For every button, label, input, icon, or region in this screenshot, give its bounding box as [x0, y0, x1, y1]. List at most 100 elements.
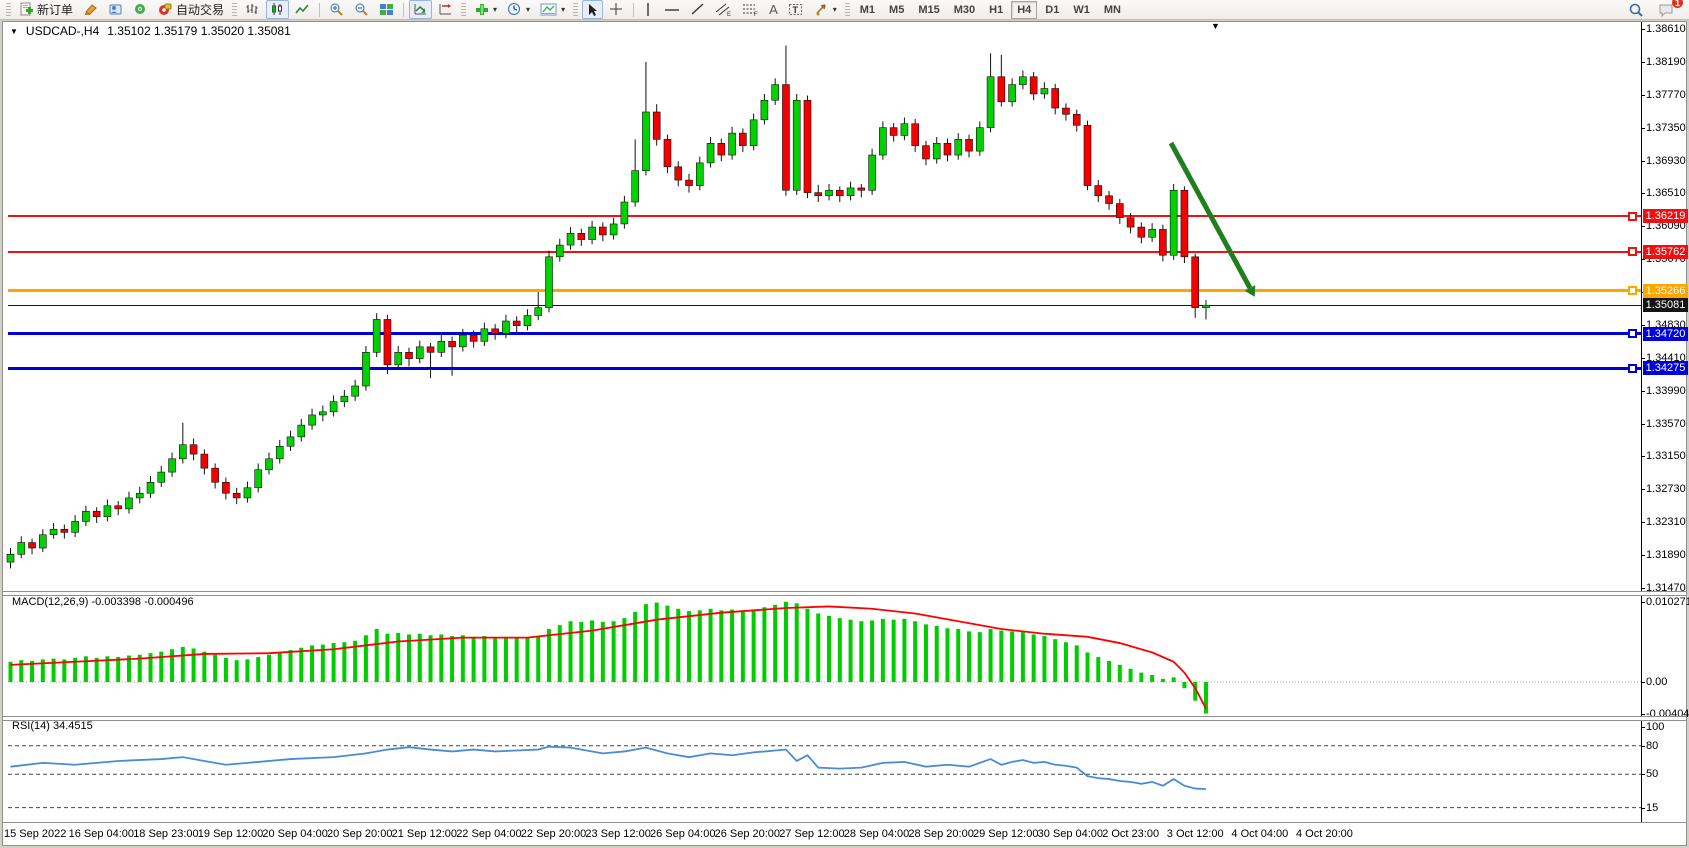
time-axis-label: 21 Sep 12:00 [391, 828, 458, 840]
line-handle[interactable] [1628, 329, 1637, 339]
timeframe-d1-button[interactable]: D1 [1045, 3, 1060, 16]
horizontal-level-line[interactable] [8, 289, 1641, 293]
auto-scroll-button[interactable] [409, 0, 433, 19]
toolbar-grip[interactable] [844, 2, 850, 17]
line-chart-icon [295, 4, 309, 14]
periods-button[interactable]: ▾ [503, 0, 534, 19]
price-axis-tick-label: 1.33990 [1646, 384, 1686, 397]
macd-axis-tick [1641, 682, 1645, 683]
zoom-in-button[interactable] [325, 0, 348, 19]
equidistant-channel-tool-button[interactable]: E [711, 0, 736, 19]
trendline-tool-button[interactable] [686, 0, 709, 19]
candlestick-chart-button[interactable] [266, 0, 290, 19]
price-axis-tick-label: 1.36930 [1646, 154, 1686, 167]
horizontal-level-line[interactable] [8, 332, 1641, 336]
horizontal-line-icon [665, 9, 680, 11]
autotrading-button[interactable]: 自动交易 [154, 0, 228, 19]
equidistant-channel-icon: E [715, 3, 731, 17]
styles-button[interactable] [79, 0, 102, 19]
cursor-tool-button[interactable] [582, 0, 604, 19]
macd-indicator-label: MACD(12,26,9) -0.003398 -0.000496 [12, 596, 194, 608]
news-button[interactable] [129, 0, 152, 19]
timeframe-h4-button[interactable]: H4 [1011, 0, 1038, 19]
line-chart-button[interactable] [291, 0, 314, 19]
timeframe-m1-button[interactable]: M1 [859, 3, 876, 16]
toolbar-grip[interactable] [573, 2, 579, 17]
bar-chart-button[interactable] [241, 0, 264, 19]
vertical-line-tool-button[interactable] [639, 0, 658, 19]
line-handle[interactable] [1628, 363, 1637, 373]
rsi-axis-label: 100 [1646, 720, 1665, 733]
horizontal-level-line[interactable] [8, 250, 1641, 253]
price-axis-tick-label: 1.38610 [1646, 23, 1686, 35]
chevron-down-icon: ▼ [10, 26, 18, 36]
new-order-button[interactable]: 新订单 [15, 0, 77, 19]
tile-windows-button[interactable] [375, 0, 398, 19]
macd-axis-label: 0.010271 [1646, 595, 1689, 608]
vertical-line-icon [647, 3, 649, 16]
brush-icon [85, 4, 97, 15]
price-axis-tick-label: 1.38190 [1646, 55, 1686, 68]
horizontal-level-line[interactable] [8, 366, 1641, 370]
price-axis-tick [1641, 94, 1645, 96]
chart-shift-button[interactable] [434, 0, 457, 19]
templates-button[interactable]: ▾ [536, 0, 569, 19]
horizontal-level-line[interactable] [8, 215, 1641, 218]
text-label-tool-button[interactable]: T [784, 0, 808, 19]
timeframe-w1-button[interactable]: W1 [1073, 3, 1090, 16]
timeframe-h1-button[interactable]: H1 [989, 3, 1004, 16]
toolbar-grip[interactable] [232, 2, 238, 17]
timeframe-m30-button[interactable]: M30 [953, 3, 976, 16]
line-handle[interactable] [1628, 286, 1637, 296]
chevron-down-icon: ▾ [526, 5, 531, 14]
price-axis-tick [1641, 29, 1645, 30]
rsi-panel-separator[interactable] [3, 716, 1686, 721]
line-handle[interactable] [1628, 211, 1637, 221]
arrows-tool-button[interactable]: ▾ [810, 0, 841, 19]
time-axis-label: 2 Oct 23:00 [1102, 828, 1160, 840]
chart-shift-icon [439, 4, 452, 15]
price-axis-tick [1641, 423, 1645, 425]
notifications-button[interactable]: 1 [1654, 0, 1683, 19]
toolbar-grip[interactable] [461, 2, 467, 17]
timeframe-m15-button[interactable]: M15 [918, 3, 940, 16]
price-axis-tick-label: 1.31470 [1646, 581, 1686, 594]
zoom-out-button[interactable] [350, 0, 373, 19]
indicators-icon [476, 4, 489, 15]
chevron-down-icon: ▾ [493, 5, 498, 14]
time-axis-label: 19 Sep 12:00 [197, 828, 264, 840]
cursor-icon [589, 3, 598, 16]
time-axis-label: 20 Sep 04:00 [262, 828, 328, 840]
main-chart-plot-area[interactable] [3, 22, 1641, 590]
new-order-label: 新订单 [37, 3, 74, 17]
rsi-axis-tick [1641, 807, 1645, 809]
profiles-button[interactable] [104, 0, 127, 19]
time-axis-label: 4 Oct 20:00 [1296, 828, 1353, 840]
macd-panel-separator[interactable] [3, 591, 1686, 596]
scroll-anchor-icon[interactable]: ▼ [1211, 21, 1220, 31]
fibonacci-tool-button[interactable]: F [738, 0, 763, 19]
chart-title-bar[interactable]: ▼ USDCAD-,H4 1.35102 1.35179 1.35020 1.3… [10, 24, 291, 38]
text-tool-button[interactable]: A [765, 0, 782, 19]
search-icon [1629, 3, 1643, 17]
price-axis-line[interactable] [1641, 22, 1642, 822]
zoom-out-icon [355, 3, 368, 16]
line-handle[interactable] [1628, 247, 1637, 257]
crosshair-tool-button[interactable] [605, 0, 628, 19]
rsi-axis-tick [1641, 745, 1645, 747]
timeframe-m5-button[interactable]: M5 [889, 3, 905, 16]
rsi-axis-tick [1641, 774, 1645, 776]
autotrading-label: 自动交易 [176, 3, 225, 17]
price-axis-tick [1641, 555, 1645, 557]
text-label-icon: T [788, 4, 802, 15]
search-button[interactable] [1624, 0, 1648, 19]
price-axis-tick [1641, 193, 1645, 195]
price-level-badge: 1.34720 [1643, 326, 1688, 341]
toolbar-grip[interactable] [6, 2, 11, 17]
horizontal-line-tool-button[interactable] [660, 0, 684, 19]
price-axis-tick [1641, 259, 1645, 261]
indicators-button[interactable]: ▾ [470, 0, 501, 19]
macd-axis-tick [1641, 713, 1645, 715]
timeframe-mn-button[interactable]: MN [1103, 3, 1121, 16]
current-price-line[interactable] [8, 304, 1641, 306]
